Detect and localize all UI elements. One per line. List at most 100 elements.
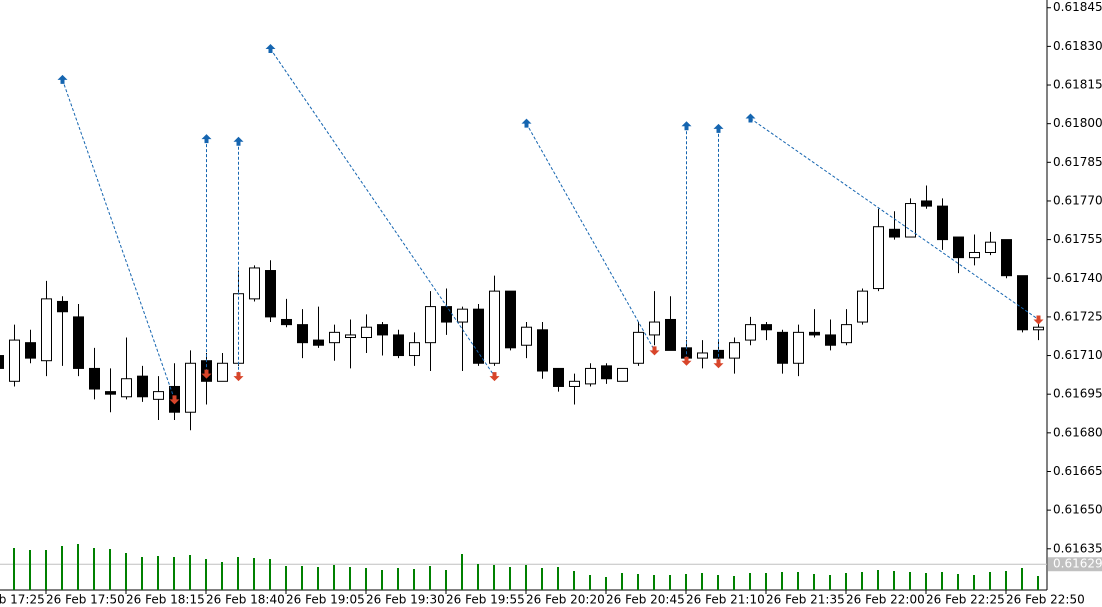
x-tick-label: 26 Feb 19:05	[286, 593, 365, 607]
candle-body	[905, 203, 916, 238]
candle-body	[89, 367, 100, 390]
candle-body	[1033, 326, 1044, 331]
y-tick-label: 0.61845	[1053, 0, 1102, 14]
x-tick-label: 26 Feb 20:45	[606, 593, 685, 607]
buy-arrow	[713, 123, 724, 133]
candle-body	[937, 205, 948, 241]
candle-body	[489, 290, 500, 364]
y-tick-label: 0.61755	[1053, 232, 1102, 246]
y-tick-label: 0.61650	[1053, 503, 1102, 517]
candle-body	[425, 306, 436, 344]
sell-arrow	[489, 372, 500, 382]
candle-body	[313, 339, 324, 346]
buy-arrow	[57, 74, 68, 84]
y-tick-label: 0.61635	[1053, 541, 1102, 555]
bid-label: 0.61629	[1053, 557, 1102, 571]
candle-body	[73, 316, 84, 369]
sell-arrow	[681, 356, 692, 366]
candle-body	[857, 290, 868, 323]
candle-body	[953, 236, 964, 259]
candle-body	[777, 331, 788, 364]
bid-label-bg	[1048, 557, 1102, 572]
candle-body	[57, 300, 68, 313]
x-tick-label: 26 Feb 22:25	[926, 593, 1005, 607]
x-tick-label: 26 Feb 18:40	[206, 593, 285, 607]
candle-body	[601, 365, 612, 380]
x-tick-label: 26 Feb 22:00	[846, 593, 925, 607]
candle-body	[41, 298, 52, 362]
candle-body	[825, 334, 836, 346]
candle-body	[249, 267, 260, 300]
sell-arrow	[649, 346, 660, 356]
y-tick-label: 0.61785	[1053, 155, 1102, 169]
candle-body	[105, 391, 116, 395]
x-tick-label: 26 Feb 19:30	[366, 593, 445, 607]
candle-body	[1017, 275, 1028, 331]
buy-arrow	[265, 43, 276, 53]
candle-body	[633, 331, 644, 364]
candle-body	[409, 342, 420, 357]
candle-body	[393, 334, 404, 357]
buy-arrow	[521, 118, 532, 128]
candle-body	[969, 251, 980, 259]
y-tick-label: 0.61680	[1053, 425, 1102, 439]
candle-body	[345, 334, 356, 339]
candle-body	[697, 352, 708, 359]
candle-body	[569, 380, 580, 387]
y-tick-label: 0.61695	[1053, 387, 1102, 401]
y-tick-label: 0.61725	[1053, 309, 1102, 323]
x-tick-label: 26 Feb 21:35	[766, 593, 845, 607]
candle-body	[745, 324, 756, 341]
trade-line	[270, 48, 495, 377]
candle-body	[809, 331, 820, 336]
x-tick-label: 26 Feb 17:50	[46, 593, 125, 607]
candle-body	[617, 367, 628, 382]
y-tick-label: 0.61770	[1053, 193, 1102, 207]
trade-line	[62, 79, 175, 400]
candle-body	[361, 326, 372, 339]
candle-body	[793, 331, 804, 364]
candle-body	[297, 324, 308, 344]
y-tick-label: 0.61665	[1053, 464, 1102, 478]
x-tick-label: 26 Feb 21:10	[686, 593, 765, 607]
candle-body	[1001, 239, 1012, 277]
candle-body	[761, 324, 772, 331]
trade-line	[750, 118, 1039, 320]
x-tick-label: 26 Feb 22:50	[1006, 593, 1085, 607]
buy-arrow	[681, 121, 692, 131]
candle-body	[841, 324, 852, 344]
candle-body	[889, 228, 900, 238]
x-tick-label: 26 Feb 18:15	[126, 593, 205, 607]
candle-body	[329, 331, 340, 344]
sell-arrow	[233, 372, 244, 382]
x-tick-label: 26 Feb 20:20	[526, 593, 605, 607]
candle-body	[473, 308, 484, 364]
buy-arrow	[201, 134, 212, 144]
candle-body	[537, 329, 548, 372]
candle-body	[0, 355, 4, 369]
candle-body	[585, 367, 596, 385]
x-tick-label: 26 Feb 19:55	[446, 593, 525, 607]
candle-body	[185, 362, 196, 413]
candle-body	[217, 362, 228, 382]
candle-body	[441, 306, 452, 323]
candle-body	[9, 339, 20, 382]
candle-body	[265, 270, 276, 318]
candle-body	[921, 200, 932, 207]
y-tick-label: 0.61710	[1053, 348, 1102, 362]
candle-body	[665, 318, 676, 351]
candle-body	[521, 326, 532, 346]
sell-arrow	[1033, 315, 1044, 325]
sell-arrow	[201, 369, 212, 379]
candle-body	[505, 290, 516, 349]
candle-body	[121, 378, 132, 398]
candle-body	[377, 324, 388, 336]
candle-body	[729, 342, 740, 359]
y-tick-label: 0.61815	[1053, 78, 1102, 92]
buy-arrow	[233, 136, 244, 146]
candle-body	[25, 342, 36, 359]
candle-body	[649, 321, 660, 336]
y-tick-label: 0.61740	[1053, 271, 1102, 285]
candle-body	[137, 375, 148, 398]
